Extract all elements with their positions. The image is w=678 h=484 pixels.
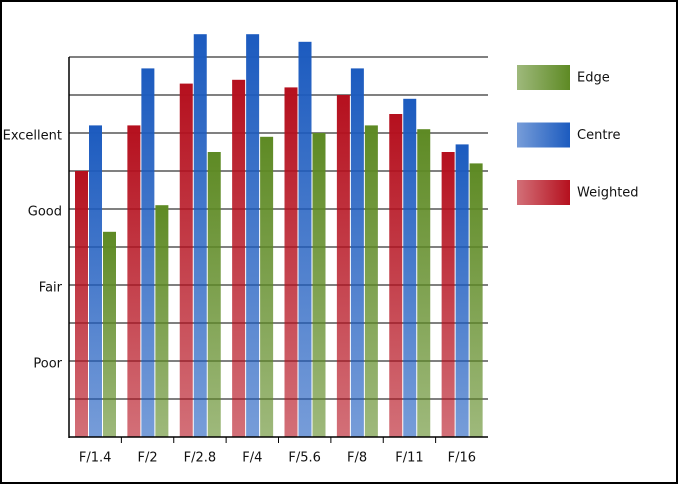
bar [336, 95, 350, 437]
bar [469, 163, 483, 437]
bar [232, 79, 246, 438]
legend-swatch [517, 122, 570, 148]
y-tick-label: Excellent [3, 129, 62, 144]
legend-label: Weighted [577, 186, 639, 201]
x-tick-label: F/4 [242, 451, 262, 466]
bar [127, 125, 141, 438]
bar [403, 98, 417, 438]
legend-label: Edge [577, 71, 610, 86]
bar [103, 231, 116, 437]
bar [260, 136, 274, 438]
bar [312, 133, 326, 437]
y-tick-label: Poor [33, 357, 62, 372]
bar [246, 34, 260, 437]
bar [389, 114, 403, 437]
x-tick-label: F/2 [137, 451, 157, 466]
bar [350, 68, 364, 438]
bar [455, 144, 469, 437]
legend-label: Centre [577, 128, 620, 143]
x-tick-label: F/1.4 [79, 451, 112, 466]
y-tick-label: Good [28, 205, 62, 220]
x-tick-label: F/16 [448, 451, 476, 466]
x-tick-label: F/11 [395, 451, 423, 466]
y-tick-label: Fair [39, 281, 63, 296]
x-tick-label: F/5.6 [288, 451, 321, 466]
legend-swatch [517, 65, 570, 90]
bar [284, 87, 298, 438]
bar [417, 129, 431, 437]
bar [441, 152, 455, 437]
bar [193, 34, 207, 437]
x-tick-label: F/8 [347, 451, 367, 466]
bar [141, 68, 155, 438]
bar [207, 152, 221, 437]
bar [364, 125, 378, 438]
bar [89, 125, 102, 438]
x-tick-label: F/2.8 [184, 451, 217, 466]
bar [179, 83, 193, 437]
bar [75, 171, 88, 437]
legend-swatch [517, 180, 570, 205]
bar [155, 205, 169, 437]
bar [298, 41, 312, 438]
